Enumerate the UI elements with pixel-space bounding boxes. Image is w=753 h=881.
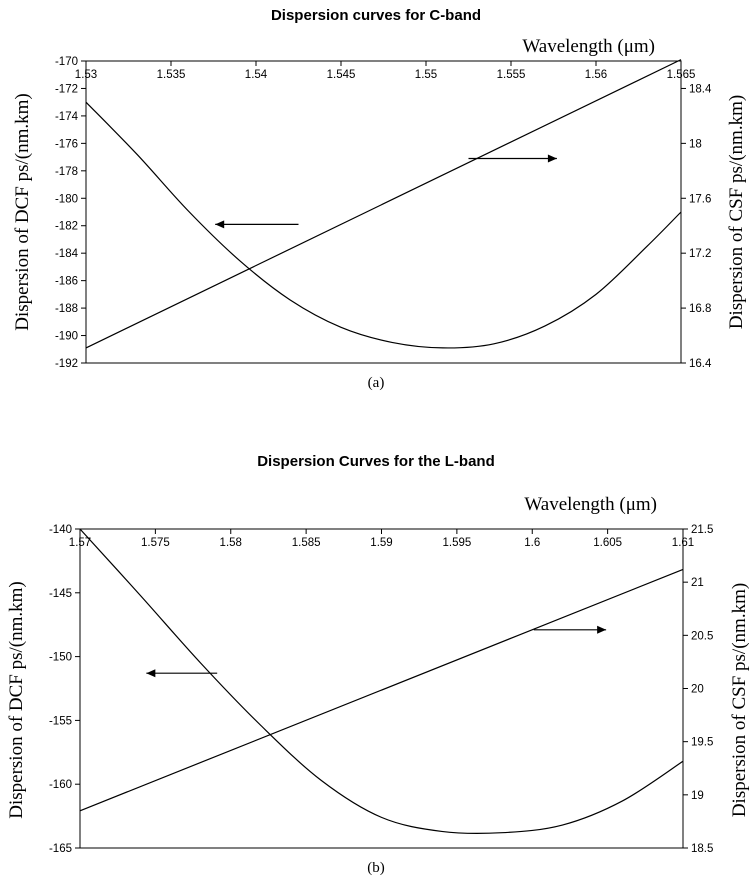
chart-a-plot-frame	[85, 60, 682, 364]
left-tick-label: -145	[49, 588, 72, 600]
right-tick-label: 19	[691, 790, 704, 802]
dcf-dispersion-curve	[79, 528, 684, 835]
chart-b-series	[79, 528, 684, 835]
x-tick-label: 1.61	[672, 537, 694, 549]
x-tick-label: 1.55	[415, 69, 437, 81]
right-tick-label: 17.2	[689, 248, 711, 260]
chart-a-x-axis-label: Wavelength (μm)	[522, 36, 655, 57]
left-tick-label: -188	[55, 303, 78, 315]
arrow-left-head	[146, 669, 156, 678]
arrow-left-head	[215, 220, 225, 229]
csf-dispersion-line	[85, 59, 682, 349]
right-tick-label: 16.8	[689, 303, 711, 315]
chart-b-right-axis-label: Dispersion of CSF ps/(nm.km)	[729, 583, 750, 817]
right-tick-label: 16.4	[689, 358, 712, 370]
left-tick-label: -180	[55, 193, 78, 205]
x-tick-label: 1.545	[327, 69, 356, 81]
right-tick-label: 20.5	[691, 630, 713, 642]
x-tick-label: 1.53	[75, 69, 97, 81]
x-tick-label: 1.585	[292, 537, 321, 549]
x-tick-label: 1.565	[667, 69, 696, 81]
x-tick-label: 1.605	[593, 537, 622, 549]
left-tick-label: -165	[49, 843, 72, 855]
left-tick-label: -178	[55, 166, 78, 178]
chart-c-band: Dispersion curves for C-band Wavelength …	[12, 7, 747, 391]
left-tick-label: -170	[55, 56, 78, 68]
right-tick-label: 18.5	[691, 843, 713, 855]
chart-a-left-axis-label: Dispersion of DCF ps/(nm.km)	[12, 93, 33, 331]
right-tick-label: 21.5	[691, 524, 713, 536]
chart-b-left-ticks: -140 -145 -150 -155 -160 -165	[49, 524, 80, 855]
x-tick-label: 1.54	[245, 69, 268, 81]
chart-a-x-ticks: 1.53 1.535 1.54 1.545 1.55 1.555 1.56 1.565	[75, 61, 696, 81]
right-tick-label: 18	[689, 138, 702, 150]
x-tick-label: 1.6	[524, 537, 540, 549]
left-tick-label: -155	[49, 715, 72, 727]
x-tick-label: 1.575	[141, 537, 170, 549]
chart-b-caption: (b)	[367, 860, 385, 876]
csf-dispersion-line	[79, 568, 684, 812]
right-tick-label: 19.5	[691, 737, 713, 749]
chart-l-band: Dispersion Curves for the L-band Wavelen…	[6, 453, 750, 876]
chart-b-x-axis-label: Wavelength (μm)	[524, 494, 657, 515]
chart-b-right-ticks: 21.5 21 20.5 20 19.5 19 18.5	[683, 524, 713, 855]
x-tick-label: 1.535	[157, 69, 186, 81]
left-tick-label: -186	[55, 276, 78, 288]
left-tick-label: -184	[55, 248, 79, 260]
chart-a-right-axis-label: Dispersion of CSF ps/(nm.km)	[726, 95, 747, 329]
chart-b-plot-frame	[79, 528, 684, 849]
x-tick-label: 1.595	[442, 537, 471, 549]
left-tick-label: -174	[55, 111, 79, 123]
chart-b-left-axis-label: Dispersion of DCF ps/(nm.km)	[6, 581, 27, 819]
right-tick-label: 20	[691, 684, 704, 696]
right-tick-label: 17.6	[689, 193, 711, 205]
chart-a-right-ticks: 18.4 18 17.6 17.2 16.8 16.4	[681, 83, 712, 370]
chart-b-arrows	[146, 625, 607, 678]
x-tick-label: 1.59	[370, 537, 392, 549]
left-tick-label: -150	[49, 652, 72, 664]
left-tick-label: -172	[55, 83, 78, 95]
left-tick-label: -192	[55, 358, 78, 370]
chart-a-title: Dispersion curves for C-band	[271, 7, 481, 24]
arrow-right-head	[597, 625, 607, 634]
left-tick-label: -176	[55, 138, 78, 150]
chart-a-caption: (a)	[368, 375, 385, 391]
left-tick-label: -182	[55, 221, 78, 233]
left-tick-label: -140	[49, 524, 72, 536]
chart-b-title: Dispersion Curves for the L-band	[257, 453, 495, 470]
right-tick-label: 18.4	[689, 83, 712, 95]
right-tick-label: 21	[691, 577, 704, 589]
arrow-right-head	[547, 154, 557, 163]
chart-a-arrows	[215, 154, 557, 229]
left-tick-label: -190	[55, 331, 78, 343]
dcf-dispersion-curve	[85, 101, 682, 349]
chart-b-x-ticks: 1.57 1.575 1.58 1.585 1.59 1.595 1.6 1.605 1.61	[69, 529, 694, 549]
x-tick-label: 1.57	[69, 537, 91, 549]
x-tick-label: 1.58	[220, 537, 242, 549]
x-tick-label: 1.56	[585, 69, 607, 81]
left-tick-label: -160	[49, 779, 72, 791]
chart-a-left-ticks: -170 -172 -174 -176 -178 -180 -182 -184 -186 -188…	[55, 56, 86, 370]
x-tick-label: 1.555	[497, 69, 526, 81]
chart-a-series	[85, 59, 682, 349]
